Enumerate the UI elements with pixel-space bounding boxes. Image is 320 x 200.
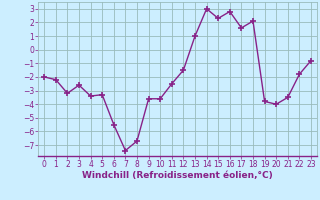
X-axis label: Windchill (Refroidissement éolien,°C): Windchill (Refroidissement éolien,°C) — [82, 171, 273, 180]
